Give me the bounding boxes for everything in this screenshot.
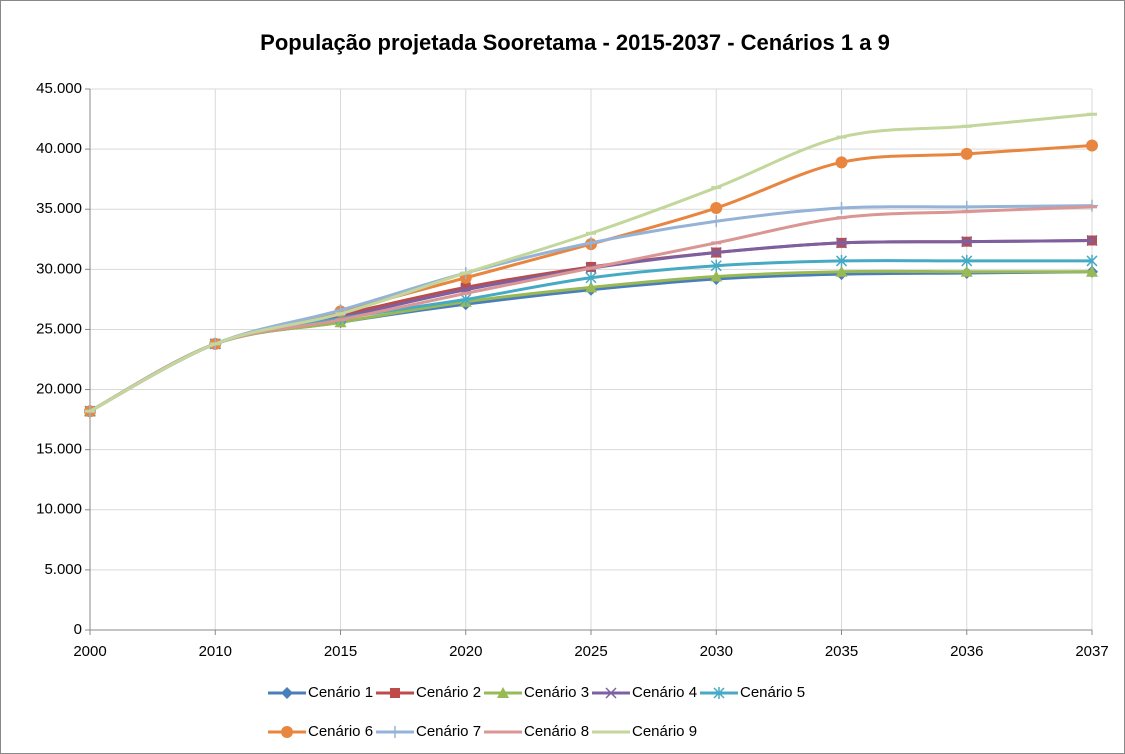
marker: [835, 202, 848, 215]
marker: [835, 237, 848, 249]
marker: [960, 265, 973, 277]
legend-label: Cenário 8: [524, 723, 589, 740]
marker: [281, 687, 293, 699]
legend-label: Cenário 7: [416, 723, 481, 740]
marker: [497, 687, 509, 698]
x-tick-label: 2030: [700, 643, 733, 660]
x-tick-label: 2036: [950, 643, 983, 660]
legend-item: Cenário 2: [376, 684, 481, 701]
legend-label: Cenário 4: [632, 684, 697, 701]
y-tick-label: 0: [74, 621, 82, 638]
legend-label: Cenário 1: [308, 684, 373, 701]
y-tick-label: 15.000: [36, 441, 82, 458]
legend-label: Cenário 2: [416, 684, 481, 701]
marker: [605, 687, 617, 699]
marker: [460, 282, 471, 293]
y-tick-label: 25.000: [36, 320, 82, 337]
x-tick-label: 2010: [199, 643, 232, 660]
marker: [960, 147, 973, 160]
y-tick-label: 10.000: [36, 501, 82, 518]
marker: [460, 293, 472, 306]
marker: [835, 265, 848, 277]
marker: [1086, 254, 1098, 267]
legend-label: Cenário 6: [308, 723, 373, 740]
marker: [961, 236, 973, 248]
marker: [390, 688, 400, 698]
y-tick-label: 20.000: [36, 381, 82, 398]
marker: [835, 156, 848, 169]
marker: [1086, 139, 1098, 152]
y-tick-label: 30.000: [36, 260, 82, 277]
legend-item: Cenário 5: [700, 684, 805, 701]
marker: [710, 270, 723, 282]
marker: [961, 254, 973, 267]
marker: [710, 246, 722, 259]
x-tick-label: 2015: [324, 643, 357, 660]
legend-item: Cenário 6: [268, 723, 373, 740]
marker: [1086, 265, 1098, 277]
legend-label: Cenário 3: [524, 684, 589, 701]
marker: [710, 259, 722, 272]
chart-title: População projetada Sooretama - 2015-203…: [260, 30, 890, 55]
marker: [281, 726, 293, 738]
y-tick-label: 40.000: [36, 140, 82, 157]
x-tick-label: 2025: [574, 643, 607, 660]
legend-item: Cenário 3: [484, 684, 589, 701]
y-tick-label: 35.000: [36, 200, 82, 217]
marker: [585, 236, 597, 249]
legend-item: Cenário 4: [592, 684, 697, 701]
legend-item: Cenário 9: [592, 723, 697, 740]
marker: [710, 215, 723, 228]
x-tick-label: 2037: [1075, 643, 1108, 660]
marker: [1086, 234, 1098, 247]
legend-item: Cenário 1: [268, 684, 373, 701]
marker: [585, 281, 597, 293]
x-tick-label: 2020: [449, 643, 482, 660]
x-tick-label: 2000: [73, 643, 106, 660]
legend-item: Cenário 8: [484, 723, 589, 740]
x-tick-label: 2035: [825, 643, 858, 660]
marker: [713, 687, 725, 699]
marker: [710, 202, 723, 215]
legend-item: Cenário 7: [376, 723, 481, 740]
marker: [389, 726, 401, 738]
legend-label: Cenário 9: [632, 723, 697, 740]
y-tick-label: 5.000: [44, 561, 82, 578]
y-tick-label: 45.000: [36, 80, 82, 97]
marker: [835, 254, 848, 267]
marker: [585, 271, 597, 284]
legend-label: Cenário 5: [740, 684, 805, 701]
